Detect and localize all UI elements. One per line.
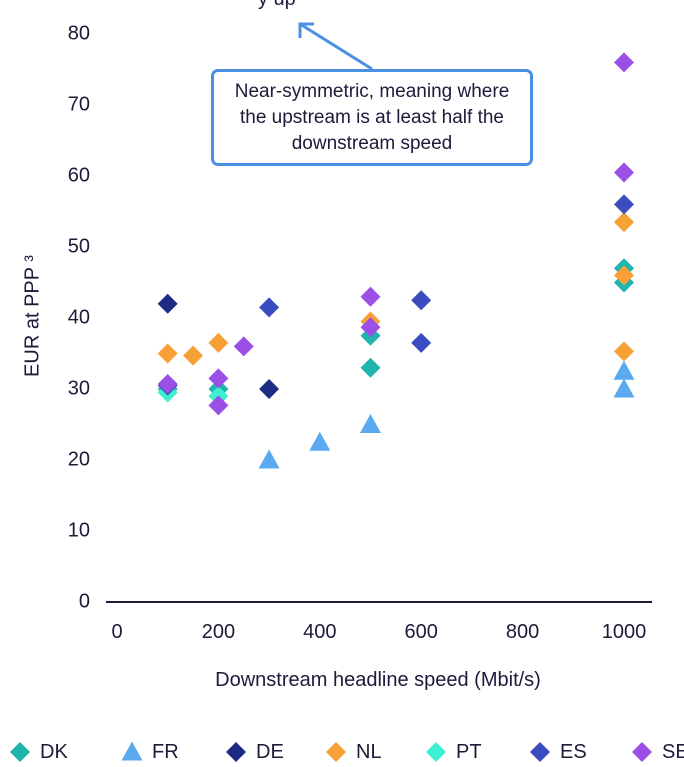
data-point-se: [360, 317, 381, 338]
x-tick-label: 1000: [602, 621, 647, 643]
data-point-se: [360, 286, 381, 307]
callout-text: Near-symmetric, meaning where the upstre…: [234, 80, 510, 154]
x-tick-label: 400: [303, 621, 336, 643]
legend-label: ES: [560, 740, 587, 763]
data-point-se: [614, 162, 634, 183]
legend-item-pt: PT: [424, 738, 482, 766]
data-point-es: [411, 290, 432, 311]
data-point-se: [208, 395, 229, 416]
cut-off-text: y up: [258, 0, 296, 11]
data-points: [157, 52, 635, 469]
legend-label: SE: [662, 740, 684, 763]
y-tick-label: 60: [68, 164, 90, 186]
legend-item-de: DE: [224, 738, 284, 766]
data-point-se: [157, 374, 178, 395]
data-point-se: [233, 336, 254, 357]
data-point-nl: [614, 341, 634, 362]
data-point-de: [157, 293, 178, 314]
x-tick-label: 800: [506, 621, 539, 643]
data-point-dk: [360, 357, 381, 378]
legend-marker-dk: [10, 742, 30, 762]
legend-marker-fr: [121, 741, 143, 761]
y-tick-label: 50: [68, 235, 90, 257]
legend-item-dk: DK: [8, 738, 68, 766]
data-point-es: [411, 332, 432, 353]
callout-arrow-head: [298, 22, 314, 38]
y-tick-label: 0: [79, 590, 90, 612]
data-point-es: [259, 297, 280, 318]
y-axis-ticks: 0 10 20 30 40 50 60 70 80: [68, 22, 90, 612]
legend-marker-pt: [426, 742, 446, 762]
x-tick-label: 0: [111, 621, 122, 643]
legend-marker-se: [632, 742, 652, 762]
legend: DK FR DE NL PT ES SE: [0, 738, 684, 766]
callout-arrow-line: [299, 22, 373, 71]
y-tick-label: 10: [68, 519, 90, 541]
data-point-nl: [183, 345, 204, 366]
data-point-fr: [360, 414, 381, 434]
data-point-fr: [258, 449, 280, 469]
data-point-fr: [613, 378, 635, 398]
diamond-icon: [10, 742, 30, 762]
data-point-nl: [157, 343, 178, 364]
data-point-se: [208, 368, 229, 389]
y-tick-label: 30: [68, 377, 90, 399]
x-tick-label: 200: [202, 621, 235, 643]
legend-marker-es: [530, 742, 550, 762]
y-tick-label: 20: [68, 448, 90, 470]
triangle-icon: [121, 741, 143, 761]
diamond-icon: [632, 742, 652, 762]
x-axis-ticks: 0 200 400 600 800 1000: [111, 621, 646, 643]
legend-item-es: ES: [528, 738, 587, 766]
y-tick-label: 80: [68, 22, 90, 44]
y-tick-label: 70: [68, 93, 90, 115]
data-point-nl: [614, 212, 634, 233]
diamond-icon: [530, 742, 550, 762]
legend-marker-nl: [326, 742, 346, 762]
legend-label: NL: [356, 740, 382, 763]
legend-item-fr: FR: [120, 738, 179, 766]
data-point-fr: [613, 360, 635, 380]
legend-label: PT: [456, 740, 482, 763]
diamond-icon: [326, 742, 346, 762]
legend-item-nl: NL: [324, 738, 382, 766]
x-tick-label: 600: [405, 621, 438, 643]
y-axis-title: EUR at PPP ³: [21, 255, 43, 377]
data-point-se: [614, 52, 634, 73]
data-point-de: [259, 379, 280, 399]
legend-marker-de: [226, 742, 246, 762]
x-axis-title: Downstream headline speed (Mbit/s): [215, 669, 541, 691]
cut-off-annotation-text: y up: [0, 0, 684, 12]
legend-label: DK: [40, 740, 68, 763]
diamond-icon: [426, 742, 446, 762]
annotation-callout: Near-symmetric, meaning where the upstre…: [211, 69, 533, 166]
data-point-nl: [614, 265, 634, 286]
diamond-icon: [226, 742, 246, 762]
data-point-es: [614, 194, 634, 215]
legend-item-se: SE: [630, 738, 684, 766]
legend-label: DE: [256, 740, 284, 763]
data-point-fr: [309, 431, 331, 451]
y-tick-label: 40: [68, 306, 90, 328]
legend-label: FR: [152, 740, 179, 763]
data-point-nl: [208, 332, 229, 353]
